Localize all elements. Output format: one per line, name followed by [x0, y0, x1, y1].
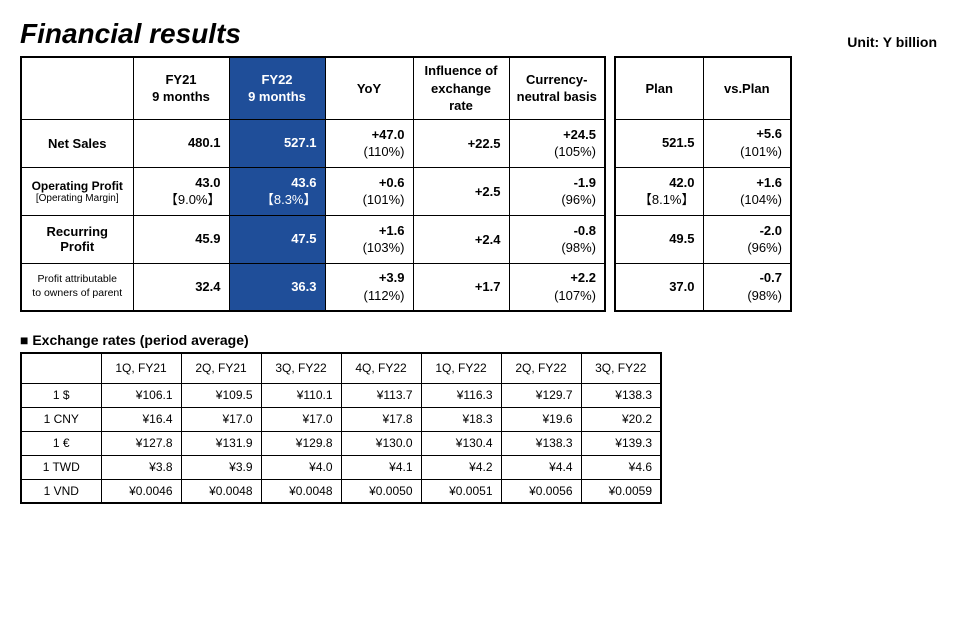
cell-fy21: 43.0【9.0%】 — [133, 167, 229, 215]
ex-row-label: 1 CNY — [21, 407, 101, 431]
cell-fy21: 480.1 — [133, 119, 229, 167]
ex-cell: ¥0.0056 — [501, 479, 581, 503]
cell-plan: 37.0 — [615, 263, 703, 311]
header-blank — [21, 57, 133, 119]
cell-fy22: 36.3 — [229, 263, 325, 311]
header-yoy: YoY — [325, 57, 413, 119]
cell-vsplan: -0.7(98%) — [703, 263, 791, 311]
ex-cell: ¥129.7 — [501, 383, 581, 407]
ex-cell: ¥4.0 — [261, 455, 341, 479]
ex-cell: ¥0.0046 — [101, 479, 181, 503]
cell-currency-neutral: -1.9(96%) — [509, 167, 605, 215]
header-influence: Influence of exchange rate — [413, 57, 509, 119]
ex-cell: ¥20.2 — [581, 407, 661, 431]
ex-cell: ¥0.0059 — [581, 479, 661, 503]
ex-row-label: 1 € — [21, 431, 101, 455]
header-fy21: FY21 9 months — [133, 57, 229, 119]
ex-cell: ¥19.6 — [501, 407, 581, 431]
row-label: Net Sales — [21, 119, 133, 167]
cell-yoy: +1.6(103%) — [325, 215, 413, 263]
ex-cell: ¥4.4 — [501, 455, 581, 479]
ex-cell: ¥4.6 — [581, 455, 661, 479]
row-label: Profit attributableto owners of parent — [21, 263, 133, 311]
ex-header-blank — [21, 353, 101, 383]
cell-influence: +22.5 — [413, 119, 509, 167]
cell-currency-neutral: +24.5(105%) — [509, 119, 605, 167]
ex-cell: ¥17.8 — [341, 407, 421, 431]
header-currency-neutral: Currency- neutral basis — [509, 57, 605, 119]
cell-currency-neutral: -0.8(98%) — [509, 215, 605, 263]
ex-cell: ¥17.0 — [181, 407, 261, 431]
ex-cell: ¥18.3 — [421, 407, 501, 431]
ex-cell: ¥127.8 — [101, 431, 181, 455]
ex-cell: ¥0.0048 — [261, 479, 341, 503]
cell-yoy: +3.9(112%) — [325, 263, 413, 311]
ex-cell: ¥16.4 — [101, 407, 181, 431]
cell-yoy: +0.6(101%) — [325, 167, 413, 215]
cell-influence: +1.7 — [413, 263, 509, 311]
ex-cell: ¥130.4 — [421, 431, 501, 455]
ex-cell: ¥130.0 — [341, 431, 421, 455]
ex-header: 3Q, FY22 — [581, 353, 661, 383]
ex-cell: ¥110.1 — [261, 383, 341, 407]
cell-fy21: 45.9 — [133, 215, 229, 263]
ex-header: 1Q, FY22 — [421, 353, 501, 383]
cell-plan: 49.5 — [615, 215, 703, 263]
exchange-table: 1Q, FY212Q, FY213Q, FY224Q, FY221Q, FY22… — [20, 352, 662, 504]
cell-vsplan: +1.6(104%) — [703, 167, 791, 215]
ex-cell: ¥3.8 — [101, 455, 181, 479]
row-label: RecurringProfit — [21, 215, 133, 263]
cell-yoy: +47.0(110%) — [325, 119, 413, 167]
ex-header: 2Q, FY21 — [181, 353, 261, 383]
ex-cell: ¥131.9 — [181, 431, 261, 455]
page-title: Financial results — [20, 18, 241, 50]
ex-cell: ¥0.0050 — [341, 479, 421, 503]
ex-cell: ¥106.1 — [101, 383, 181, 407]
cell-fy21: 32.4 — [133, 263, 229, 311]
cell-fy22: 47.5 — [229, 215, 325, 263]
cell-vsplan: +5.6(101%) — [703, 119, 791, 167]
financial-table: FY21 9 months FY22 9 months YoY Influenc… — [20, 56, 606, 312]
ex-row-label: 1 $ — [21, 383, 101, 407]
cell-influence: +2.5 — [413, 167, 509, 215]
plan-table: Plan vs.Plan 521.5+5.6(101%)42.0【8.1%】+1… — [614, 56, 792, 312]
header-fy22: FY22 9 months — [229, 57, 325, 119]
cell-vsplan: -2.0(96%) — [703, 215, 791, 263]
ex-header: 1Q, FY21 — [101, 353, 181, 383]
ex-cell: ¥3.9 — [181, 455, 261, 479]
ex-header: 3Q, FY22 — [261, 353, 341, 383]
row-label: Operating Profit[Operating Margin] — [21, 167, 133, 215]
cell-plan: 521.5 — [615, 119, 703, 167]
cell-plan: 42.0【8.1%】 — [615, 167, 703, 215]
ex-cell: ¥139.3 — [581, 431, 661, 455]
ex-cell: ¥17.0 — [261, 407, 341, 431]
ex-cell: ¥138.3 — [501, 431, 581, 455]
cell-fy22: 43.6【8.3%】 — [229, 167, 325, 215]
header-plan: Plan — [615, 57, 703, 119]
ex-row-label: 1 VND — [21, 479, 101, 503]
ex-cell: ¥116.3 — [421, 383, 501, 407]
cell-currency-neutral: +2.2(107%) — [509, 263, 605, 311]
ex-cell: ¥109.5 — [181, 383, 261, 407]
header-vsplan: vs.Plan — [703, 57, 791, 119]
ex-cell: ¥4.2 — [421, 455, 501, 479]
ex-cell: ¥4.1 — [341, 455, 421, 479]
unit-label: Unit: Y billion — [847, 34, 937, 50]
ex-header: 4Q, FY22 — [341, 353, 421, 383]
ex-cell: ¥138.3 — [581, 383, 661, 407]
cell-influence: +2.4 — [413, 215, 509, 263]
cell-fy22: 527.1 — [229, 119, 325, 167]
ex-cell: ¥129.8 — [261, 431, 341, 455]
exchange-title: ■ Exchange rates (period average) — [20, 332, 937, 348]
ex-header: 2Q, FY22 — [501, 353, 581, 383]
ex-cell: ¥113.7 — [341, 383, 421, 407]
ex-cell: ¥0.0051 — [421, 479, 501, 503]
ex-row-label: 1 TWD — [21, 455, 101, 479]
ex-cell: ¥0.0048 — [181, 479, 261, 503]
